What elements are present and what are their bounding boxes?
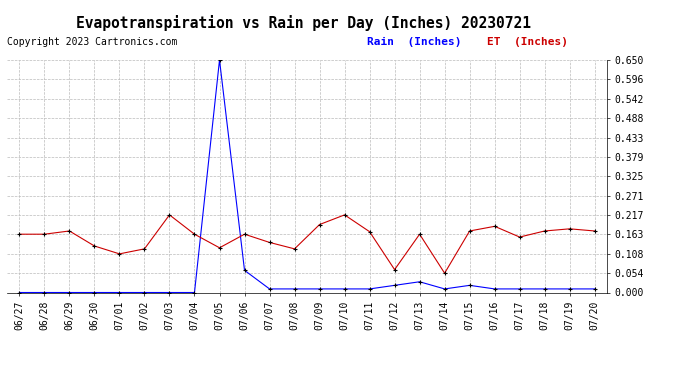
Text: Evapotranspiration vs Rain per Day (Inches) 20230721: Evapotranspiration vs Rain per Day (Inch…: [76, 15, 531, 31]
Text: ET  (Inches): ET (Inches): [487, 37, 568, 47]
Text: Copyright 2023 Cartronics.com: Copyright 2023 Cartronics.com: [7, 37, 177, 47]
Text: Rain  (Inches): Rain (Inches): [367, 37, 462, 47]
